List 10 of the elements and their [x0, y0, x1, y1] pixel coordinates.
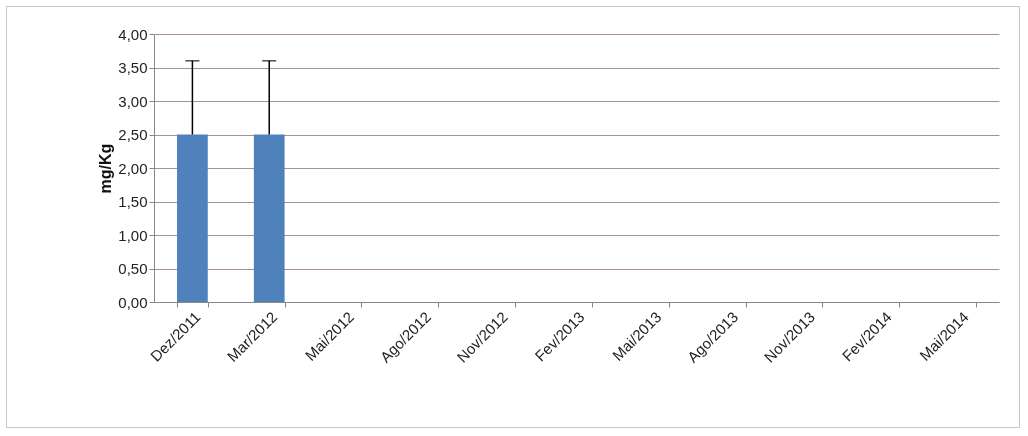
- y-tick-label: 2,50: [118, 126, 148, 143]
- y-tick-label: 0,50: [118, 260, 148, 277]
- y-tick-label: 1,00: [118, 226, 148, 244]
- y-tick-label: 2,00: [118, 159, 148, 177]
- y-tick-label: 3,50: [118, 59, 148, 76]
- y-tick-label: 3,00: [118, 92, 148, 110]
- y-tick-label: 0,00: [118, 293, 148, 311]
- y-axis-title: mg/Kg: [97, 143, 115, 194]
- y-tick-label: 1,50: [118, 193, 148, 210]
- y-tick-label: 4,00: [118, 25, 148, 43]
